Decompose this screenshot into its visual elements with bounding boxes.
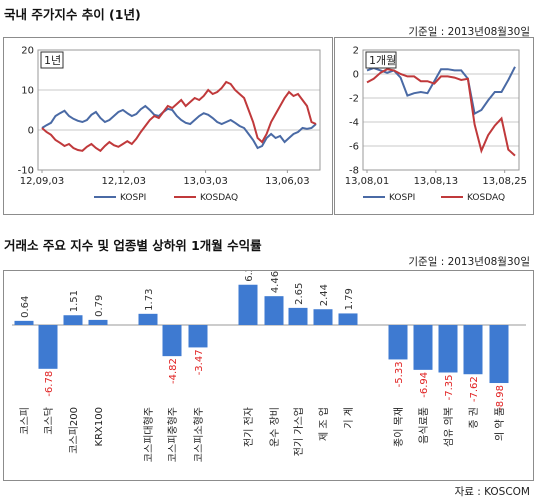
bar-value-label: 2.65 [294,283,305,305]
bar-value-label: 1.51 [69,290,80,312]
bar [162,325,182,357]
bar-value-label: -6.78 [44,371,55,397]
category-label: 음식료품 [418,407,430,444]
series-line-kosdaq [366,68,516,157]
bar [88,319,108,325]
category-label: 코스피중형주 [167,407,179,462]
category-label: KRX100 [94,407,105,446]
category-label: 운수 장비 [269,407,281,447]
chart-title-box [40,51,64,69]
bar [14,320,34,325]
x-tick-label: 12,12,03 [102,176,147,187]
legend-label: KOSDAQ [467,193,505,203]
bar-value-label: 0.79 [94,295,105,317]
source-label: 자료 : KOSCOM [454,486,530,498]
category-label: 코스피 [19,407,31,435]
bar-value-label: -4.82 [168,358,179,384]
bar-value-label: -3.47 [194,349,205,375]
bar [489,325,509,384]
series-line-kosdaq [41,80,317,153]
plot-frame [37,49,321,171]
section2-basis-date: 기준일 : 2013년08월30일 [408,256,530,268]
x-tick-label: 12,09,03 [20,176,65,187]
category-label: 기 계 [343,407,355,429]
category-label: 코스피대형주 [143,407,155,462]
section1-title: 국내 주가지수 추이 (1년) [4,7,141,22]
y-tick-label: -10 [18,166,34,177]
bar-value-label: 2.44 [319,284,330,306]
bar-value-label: -7.35 [444,374,455,400]
bar-value-label: -5.33 [394,361,405,387]
category-label: 코스피200 [68,407,80,454]
bar [63,315,83,325]
bar [313,309,333,325]
y-tick-label: 0 [28,126,34,137]
bar-value-label: 1.79 [344,288,355,310]
category-label: 증 권 [468,407,480,429]
x-tick-label: 13,08,25 [482,176,527,187]
legend-label: KOSPI [120,193,146,203]
chart-title-box [365,51,397,69]
bar-value-label: 0.64 [20,296,31,318]
bar [388,325,408,360]
y-tick-label: 2 [353,46,359,57]
legend-label: KOSDAQ [200,193,238,203]
bar [438,325,458,373]
category-label: 코스닥 [43,407,55,435]
bar [138,313,158,325]
category-label: 종이 목재 [393,407,405,447]
series-line-kospi [366,66,516,116]
monthly-chart-panel: -8 -6 -4 -2 0 2 13,08,01 13,08,13 13,08,25 1개월 KOS… [334,37,534,215]
bar [38,325,58,369]
chart-title: 1개월 [369,54,396,67]
bar [188,325,208,348]
category-label: 의 약 품 [494,407,506,441]
x-tick-label: 13,03,03 [183,176,228,187]
yearly-chart-panel: -10 0 10 20 12,09,03 12,12,03 13,03,03 13,06,03… [3,37,333,215]
bar-value-label: -8.98 [495,385,506,411]
bar-value-label: 1.73 [144,289,155,311]
y-tick-label: -8 [349,166,359,177]
legend-label: KOSPI [389,193,415,203]
y-tick-label: -6 [349,142,359,153]
category-label: 전기 가스업 [292,407,305,456]
x-tick-label: 13,06,03 [265,176,310,187]
bar [264,296,284,325]
bar-value-label: 4.46 [270,271,281,293]
section1-basis-date: 기준일 : 2013년08월30일 [408,26,530,38]
bar [413,325,433,370]
yearly-index-chart: -10 0 10 20 12,09,03 12,12,03 13,03,03 13,06,03… [18,46,321,203]
bar-value-label: -6.94 [419,372,430,398]
x-tick-label: 13,08,01 [345,176,390,187]
returns-chart-panel: 0.64 코스피 -6.78 코스닥 1.51 코스피200 0.79 KRX100 1.73 코… [3,259,534,481]
chart-title: 1년 [44,54,61,67]
series-line-kospi [41,104,317,150]
y-tick-label: 0 [353,70,359,81]
section2-title: 거래소 주요 지수 및 업종별 상하위 1개월 수익률 [4,238,262,253]
monthly-index-chart: -8 -6 -4 -2 0 2 13,08,01 13,08,13 13,08,25 1개월 KOS… [345,46,527,204]
plot-frame [362,49,520,171]
category-label: 전기 전자 [243,407,255,447]
y-tick-label: 20 [21,46,34,57]
category-label: 제 조 업 [317,407,330,441]
x-tick-label: 13,08,13 [414,176,459,187]
y-tick-label: -2 [349,94,359,105]
category-label: 섬유 의복 [443,407,455,447]
bar-value-label: 6.23 [244,271,255,282]
bar [338,313,358,325]
category-label: 코스피소형주 [193,407,205,462]
y-tick-label: -4 [349,118,359,129]
bar [463,325,483,375]
y-tick-label: 10 [21,86,34,97]
returns-bar-chart: 0.64 코스피 -6.78 코스닥 1.51 코스피200 0.79 KRX100 1.73 코… [12,259,526,462]
bar-value-label: -7.62 [469,376,480,402]
bar [238,284,258,325]
bar [288,307,308,325]
